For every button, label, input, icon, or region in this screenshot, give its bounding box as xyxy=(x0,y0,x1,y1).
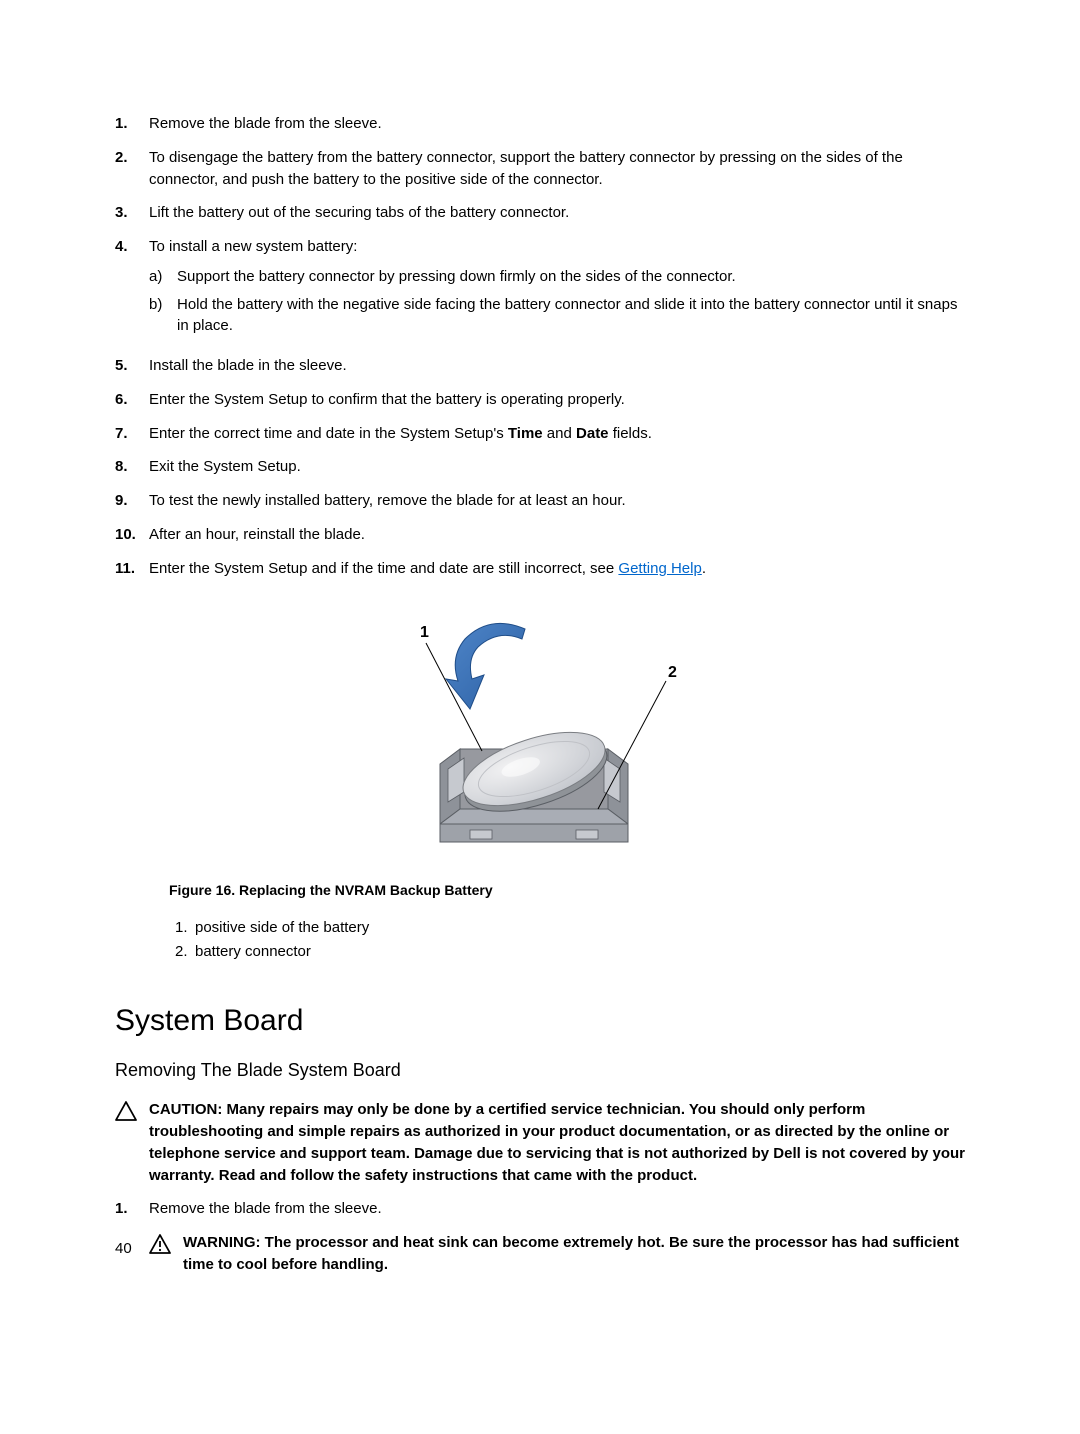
subsection-heading: Removing The Blade System Board xyxy=(115,1060,965,1081)
sub-step: b) Hold the battery with the negative si… xyxy=(149,294,965,338)
callout-1-label: 1 xyxy=(420,624,429,641)
step-number: 5. xyxy=(115,355,149,377)
step: 7. Enter the correct time and date in th… xyxy=(115,423,965,445)
step-number: 4. xyxy=(115,236,149,343)
legend-item: 2. battery connector xyxy=(175,940,965,964)
bold-term: Date xyxy=(576,425,609,442)
step-number: 10. xyxy=(115,524,149,546)
step-text: Enter the System Setup to confirm that t… xyxy=(149,389,965,411)
caution-block: CAUTION: Many repairs may only be done b… xyxy=(115,1099,965,1186)
step-text: To disengage the battery from the batter… xyxy=(149,147,965,191)
sub-step-text: Hold the battery with the negative side … xyxy=(177,294,965,338)
step-text: Enter the correct time and date in the S… xyxy=(149,423,965,445)
step-text: Enter the System Setup and if the time a… xyxy=(149,558,965,580)
numbered-steps-2: 1. Remove the blade from the sleeve. xyxy=(115,1198,965,1220)
step-number: 11. xyxy=(115,558,149,580)
step-text: Remove the blade from the sleeve. xyxy=(149,1198,965,1220)
step-text: To test the newly installed battery, rem… xyxy=(149,490,965,512)
step: 1. Remove the blade from the sleeve. xyxy=(115,1198,965,1220)
sub-step-letter: b) xyxy=(149,294,177,338)
step: 6. Enter the System Setup to confirm tha… xyxy=(115,389,965,411)
step-number: 1. xyxy=(115,113,149,135)
battery-diagram: 1 2 xyxy=(350,599,730,859)
page-number: 40 xyxy=(115,1240,132,1257)
sub-step: a) Support the battery connector by pres… xyxy=(149,266,965,288)
figure-caption: Figure 16. Replacing the NVRAM Backup Ba… xyxy=(169,882,965,898)
section-heading: System Board xyxy=(115,1004,965,1038)
figure: 1 2 xyxy=(115,599,965,864)
step: 11. Enter the System Setup and if the ti… xyxy=(115,558,965,580)
sub-steps: a) Support the battery connector by pres… xyxy=(149,266,965,337)
caution-text: CAUTION: Many repairs may only be done b… xyxy=(149,1099,965,1186)
step: 9. To test the newly installed battery, … xyxy=(115,490,965,512)
step: 10. After an hour, reinstall the blade. xyxy=(115,524,965,546)
step-number: 9. xyxy=(115,490,149,512)
figure-legend: 1. positive side of the battery 2. batte… xyxy=(175,916,965,964)
legend-text: battery connector xyxy=(195,940,311,964)
step: 4. To install a new system battery: a) S… xyxy=(115,236,965,343)
step-number: 1. xyxy=(115,1198,149,1220)
step: 5. Install the blade in the sleeve. xyxy=(115,355,965,377)
step: 1. Remove the blade from the sleeve. xyxy=(115,113,965,135)
legend-number: 1. xyxy=(175,916,195,940)
step: 2. To disengage the battery from the bat… xyxy=(115,147,965,191)
step-text: Exit the System Setup. xyxy=(149,456,965,478)
bold-term: Time xyxy=(508,425,543,442)
numbered-steps: 1. Remove the blade from the sleeve. 2. … xyxy=(115,113,965,579)
legend-number: 2. xyxy=(175,940,195,964)
step: 3. Lift the battery out of the securing … xyxy=(115,202,965,224)
step-number: 2. xyxy=(115,147,149,191)
document-page: 1. Remove the blade from the sleeve. 2. … xyxy=(0,0,1080,1276)
step-intro: To install a new system battery: xyxy=(149,238,357,255)
sub-step-letter: a) xyxy=(149,266,177,288)
step-number: 6. xyxy=(115,389,149,411)
getting-help-link[interactable]: Getting Help xyxy=(618,560,701,577)
step-number: 8. xyxy=(115,456,149,478)
step-number: 3. xyxy=(115,202,149,224)
step-number: 7. xyxy=(115,423,149,445)
step-text: Remove the blade from the sleeve. xyxy=(149,113,965,135)
legend-text: positive side of the battery xyxy=(195,916,369,940)
warning-block: WARNING: The processor and heat sink can… xyxy=(149,1232,965,1276)
legend-item: 1. positive side of the battery xyxy=(175,916,965,940)
caution-icon xyxy=(115,1099,149,1186)
warning-text: WARNING: The processor and heat sink can… xyxy=(183,1232,965,1276)
warning-icon xyxy=(149,1232,183,1276)
callout-2-label: 2 xyxy=(668,664,677,681)
step-text: After an hour, reinstall the blade. xyxy=(149,524,965,546)
step-text: Lift the battery out of the securing tab… xyxy=(149,202,965,224)
step-text: To install a new system battery: a) Supp… xyxy=(149,236,965,343)
step-text: Install the blade in the sleeve. xyxy=(149,355,965,377)
sub-step-text: Support the battery connector by pressin… xyxy=(177,266,736,288)
step: 8. Exit the System Setup. xyxy=(115,456,965,478)
